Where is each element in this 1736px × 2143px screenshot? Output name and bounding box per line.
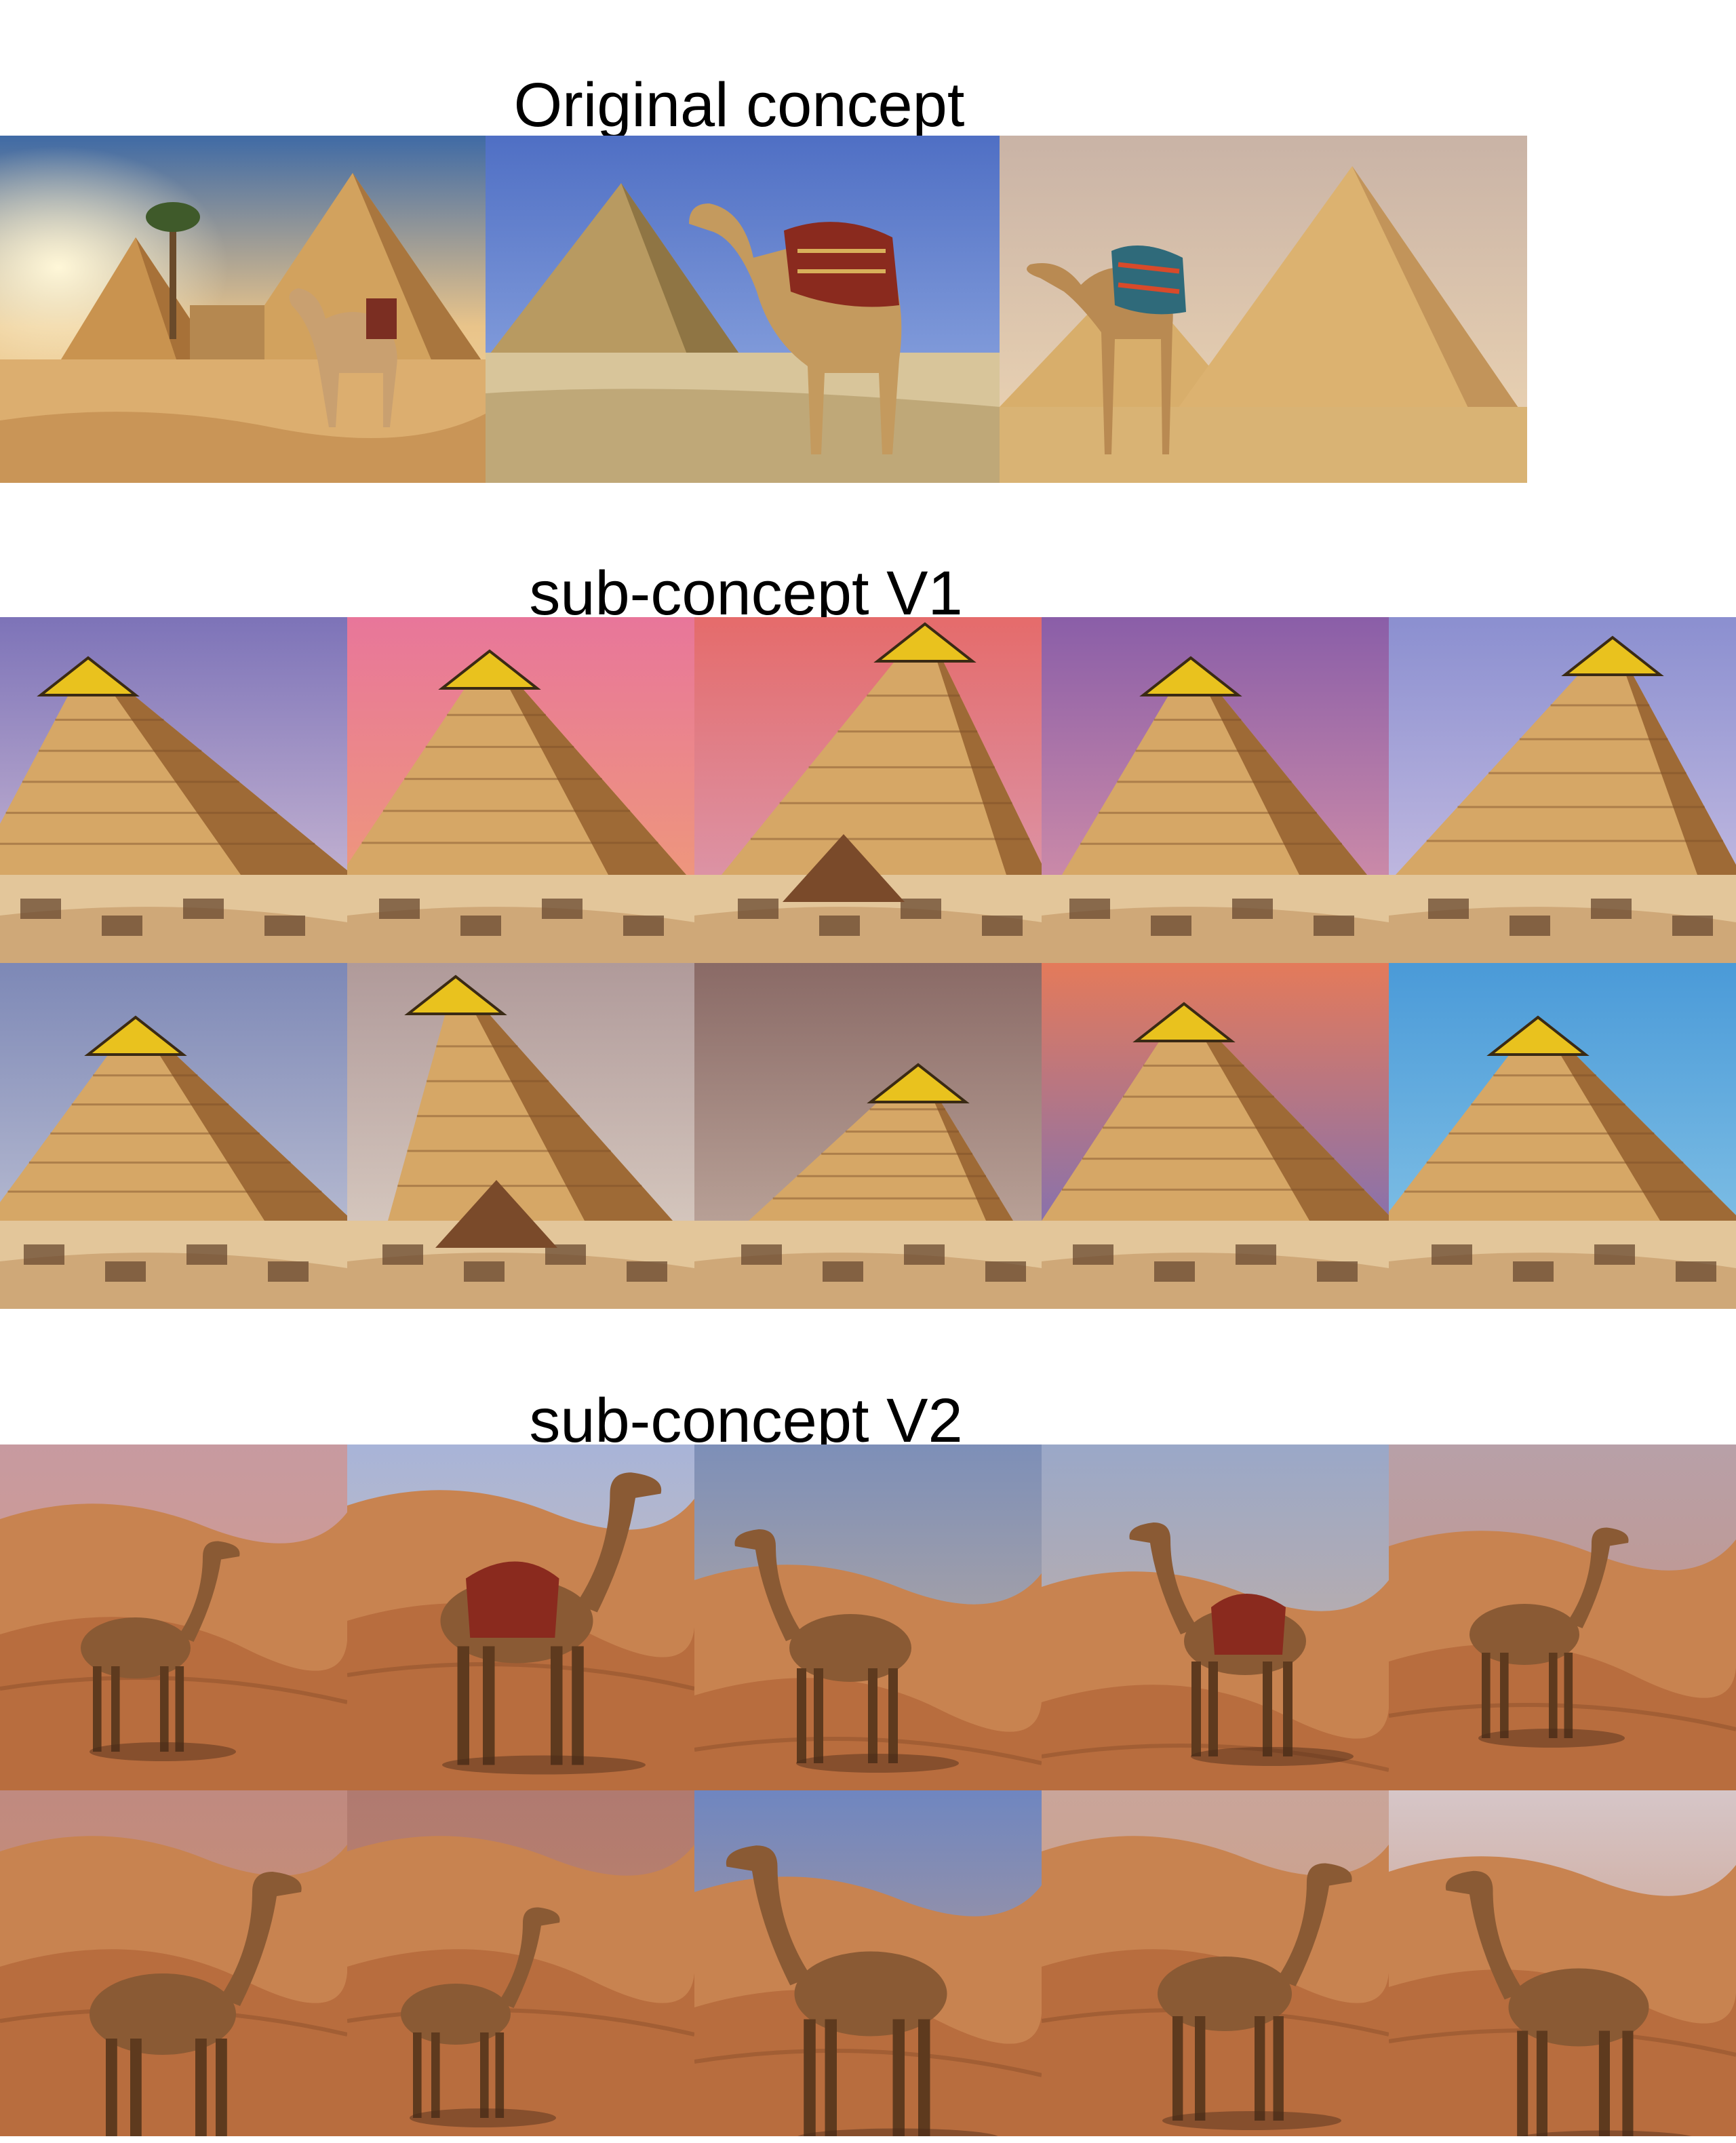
v1-image-6 [0,963,347,1309]
v2-image-6 [0,1790,347,2136]
original-image-2 [486,136,1000,483]
v1-image-1 [0,617,347,963]
v1-image-8 [694,963,1042,1309]
section-title-v2: sub-concept V2 [529,1386,963,1455]
v2-image-2 [347,1444,694,1790]
v2-image-5 [1389,1444,1736,1790]
v1-image-10 [1389,963,1736,1309]
v1-image-7 [347,963,694,1309]
v2-image-9 [1042,1790,1389,2136]
v2-image-1 [0,1444,347,1790]
v2-image-3 [694,1444,1042,1790]
v2-image-8 [694,1790,1042,2136]
v1-images-grid [0,617,1736,1309]
original-image-1 [0,136,486,483]
v1-image-5 [1389,617,1736,963]
section-title-original: Original concept [513,71,965,140]
v2-images-grid [0,1444,1736,2143]
v1-image-3 [694,617,1042,963]
v1-image-2 [347,617,694,963]
v1-image-4 [1042,617,1389,963]
v2-image-7 [347,1790,694,2136]
section-title-v1: sub-concept V1 [529,559,963,628]
v1-image-9 [1042,963,1389,1309]
v2-image-10 [1389,1790,1736,2136]
v2-image-4 [1042,1444,1389,1790]
original-image-3 [1000,136,1527,483]
